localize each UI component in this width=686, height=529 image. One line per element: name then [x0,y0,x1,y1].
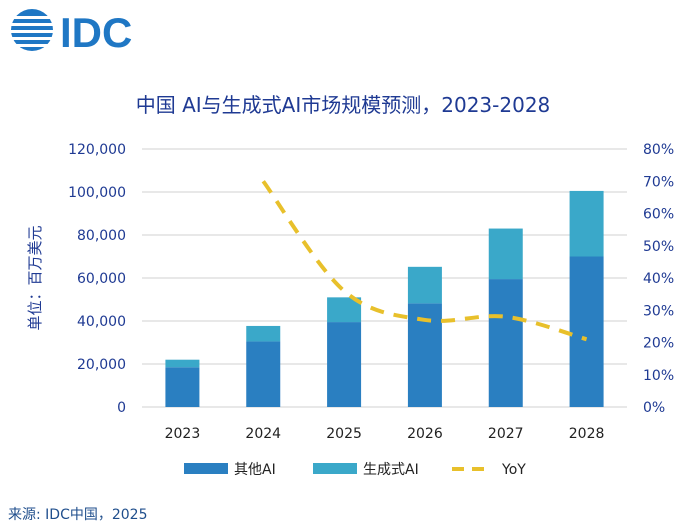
legend-item: 生成式AI [313,462,419,478]
legend-swatch [313,463,357,474]
y2-tick-label: 60% [643,207,674,223]
x-tick-label: 2026 [407,426,443,442]
y2-tick-label: 40% [643,271,674,287]
x-tick-label: 2025 [326,426,362,442]
gridlines [142,148,627,408]
yoy-line [261,180,588,342]
x-tick-label: 2023 [165,426,201,442]
source-note: 来源: IDC中国，2025 [8,507,148,523]
y2-tick-label: 70% [643,174,674,190]
x-tick-label: 2024 [245,426,281,442]
bar-其他AI [569,256,604,407]
y2-tick-label: 0% [643,400,665,416]
x-tick-label: 2027 [488,426,524,442]
bar-生成式AI [246,325,281,342]
y2-tick-label: 20% [643,336,674,352]
y2-tick-label: 30% [643,303,674,319]
legend: 其他AI 生成式AI YoY [184,462,526,478]
chart-title: 中国 AI与生成式AI市场规模预测，2023-2028 [136,93,551,117]
legend-item: YoY [452,462,526,478]
x-tick-label: 2028 [569,426,605,442]
globe-icon [11,9,53,51]
bar-其他AI [327,322,362,407]
bar-生成式AI [569,190,604,257]
x-axis-ticks: 2023 2024 2025 2026 2027 2028 [165,426,605,442]
legend-label: 生成式AI [363,462,419,478]
y2-tick-label: 50% [643,239,674,255]
bar-生成式AI [488,228,523,280]
y-tick-label: 120,000 [68,142,126,158]
bars [165,190,604,407]
y2-tick-label: 80% [643,142,674,158]
yoy-line-path [261,180,588,342]
y-tick-label: 60,000 [77,271,126,287]
y-tick-label: 0 [117,400,126,416]
idc-logo: IDC [11,9,132,56]
y2-axis-ticks: 0% 10% 20% 30% 40% 50% 60% 70% 80% [643,142,674,416]
bar-其他AI [488,279,523,407]
legend-label: 其他AI [234,462,276,478]
y-axis-label: 单位：百万美元 [26,225,44,330]
y-tick-label: 40,000 [77,314,126,330]
legend-swatch [184,463,228,474]
y-tick-label: 100,000 [68,185,126,201]
bar-其他AI [165,367,200,407]
bar-生成式AI [165,359,200,368]
legend-label: YoY [501,462,526,478]
y2-tick-label: 10% [643,368,674,384]
legend-item: 其他AI [184,462,276,478]
logo-text: IDC [60,9,132,56]
y-axis-ticks: 0 20,000 40,000 60,000 80,000 100,000 120,000 [68,142,126,416]
y-tick-label: 80,000 [77,228,126,244]
bar-其他AI [246,341,281,407]
y-tick-label: 20,000 [77,357,126,373]
bar-生成式AI [407,266,442,304]
yoy-point [344,290,345,291]
